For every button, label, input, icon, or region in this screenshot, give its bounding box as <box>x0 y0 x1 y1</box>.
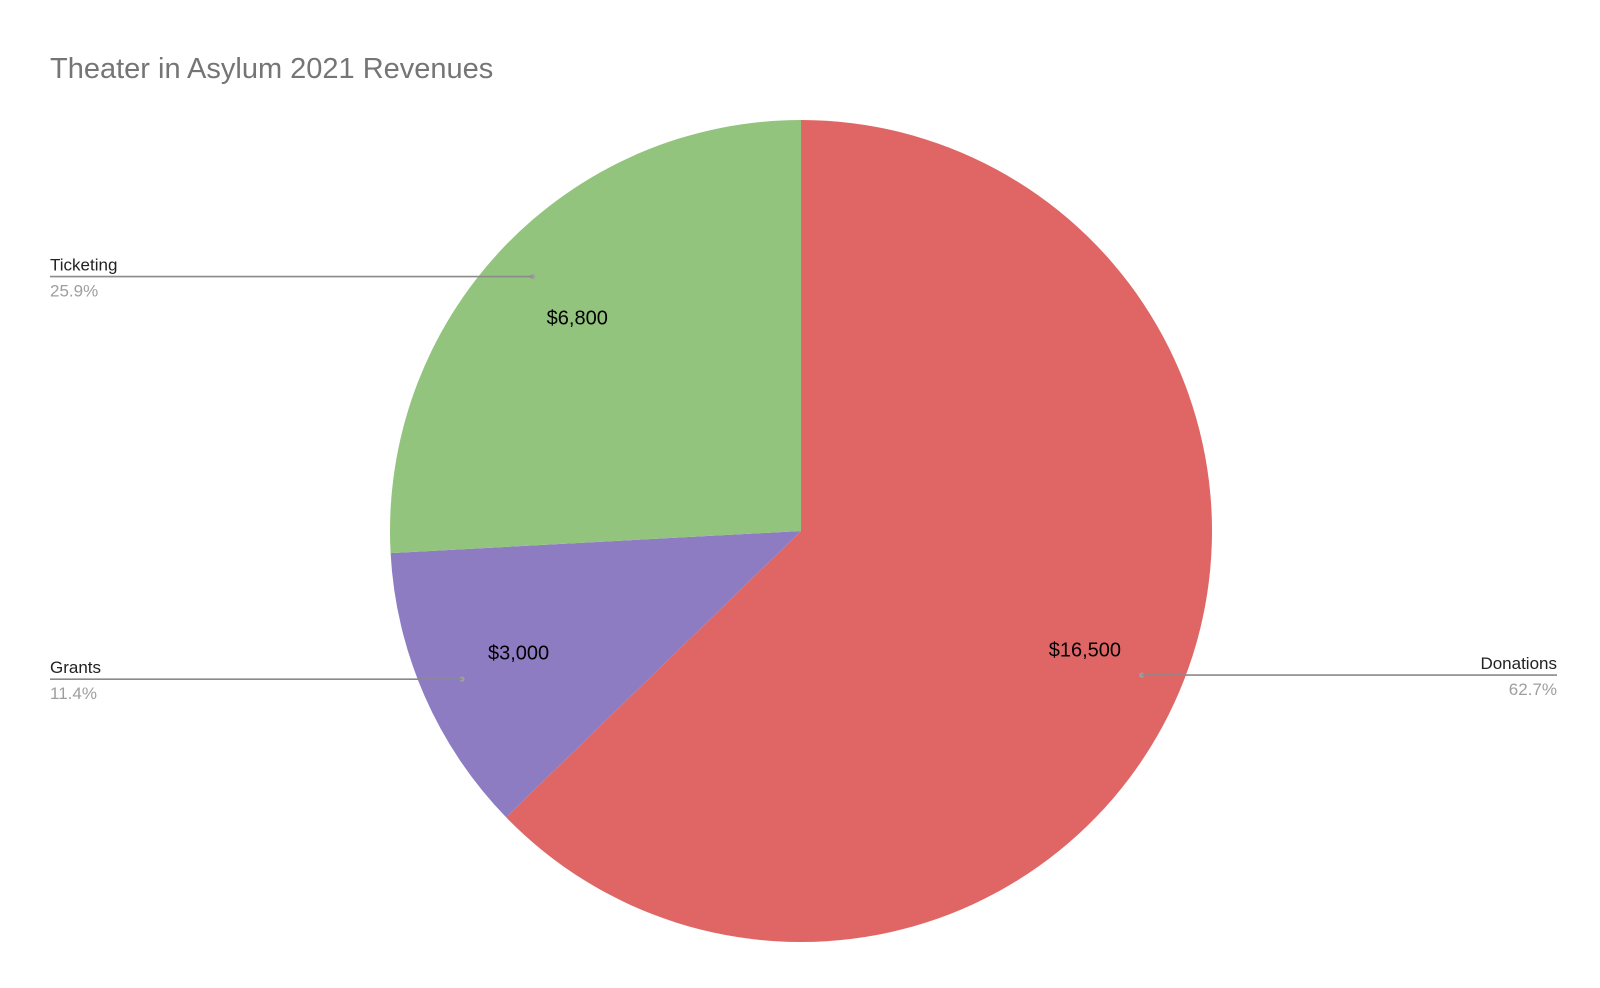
callout-percent-ticketing: 25.9% <box>50 282 98 301</box>
pie-slice-donations <box>506 120 1212 942</box>
callout-percent-grants: 11.4% <box>50 684 97 703</box>
slice-value-label-grants: $3,000 <box>488 643 549 665</box>
callout-name-grants: Grants <box>50 658 101 677</box>
callout-percent-donations: 62.7% <box>1509 680 1557 699</box>
callout-name-ticketing: Ticketing <box>50 256 117 275</box>
slice-value-label-ticketing: $6,800 <box>547 307 608 329</box>
slice-value-labels: $16,500 $3,000 $6,800 <box>488 307 1121 664</box>
slice-value-label-donations: $16,500 <box>1049 639 1121 661</box>
pie-slices <box>390 120 1212 942</box>
callout-name-donations: Donations <box>1480 654 1557 673</box>
pie-slice-ticketing <box>390 120 801 554</box>
pie-slice-grants <box>390 531 801 818</box>
callout-dot-ticketing <box>529 273 536 280</box>
chart-title: Theater in Asylum 2021 Revenues <box>50 53 493 85</box>
slice-callouts: Donations 62.7% Grants 11.4% Ticketing 25.9% <box>50 256 1557 703</box>
